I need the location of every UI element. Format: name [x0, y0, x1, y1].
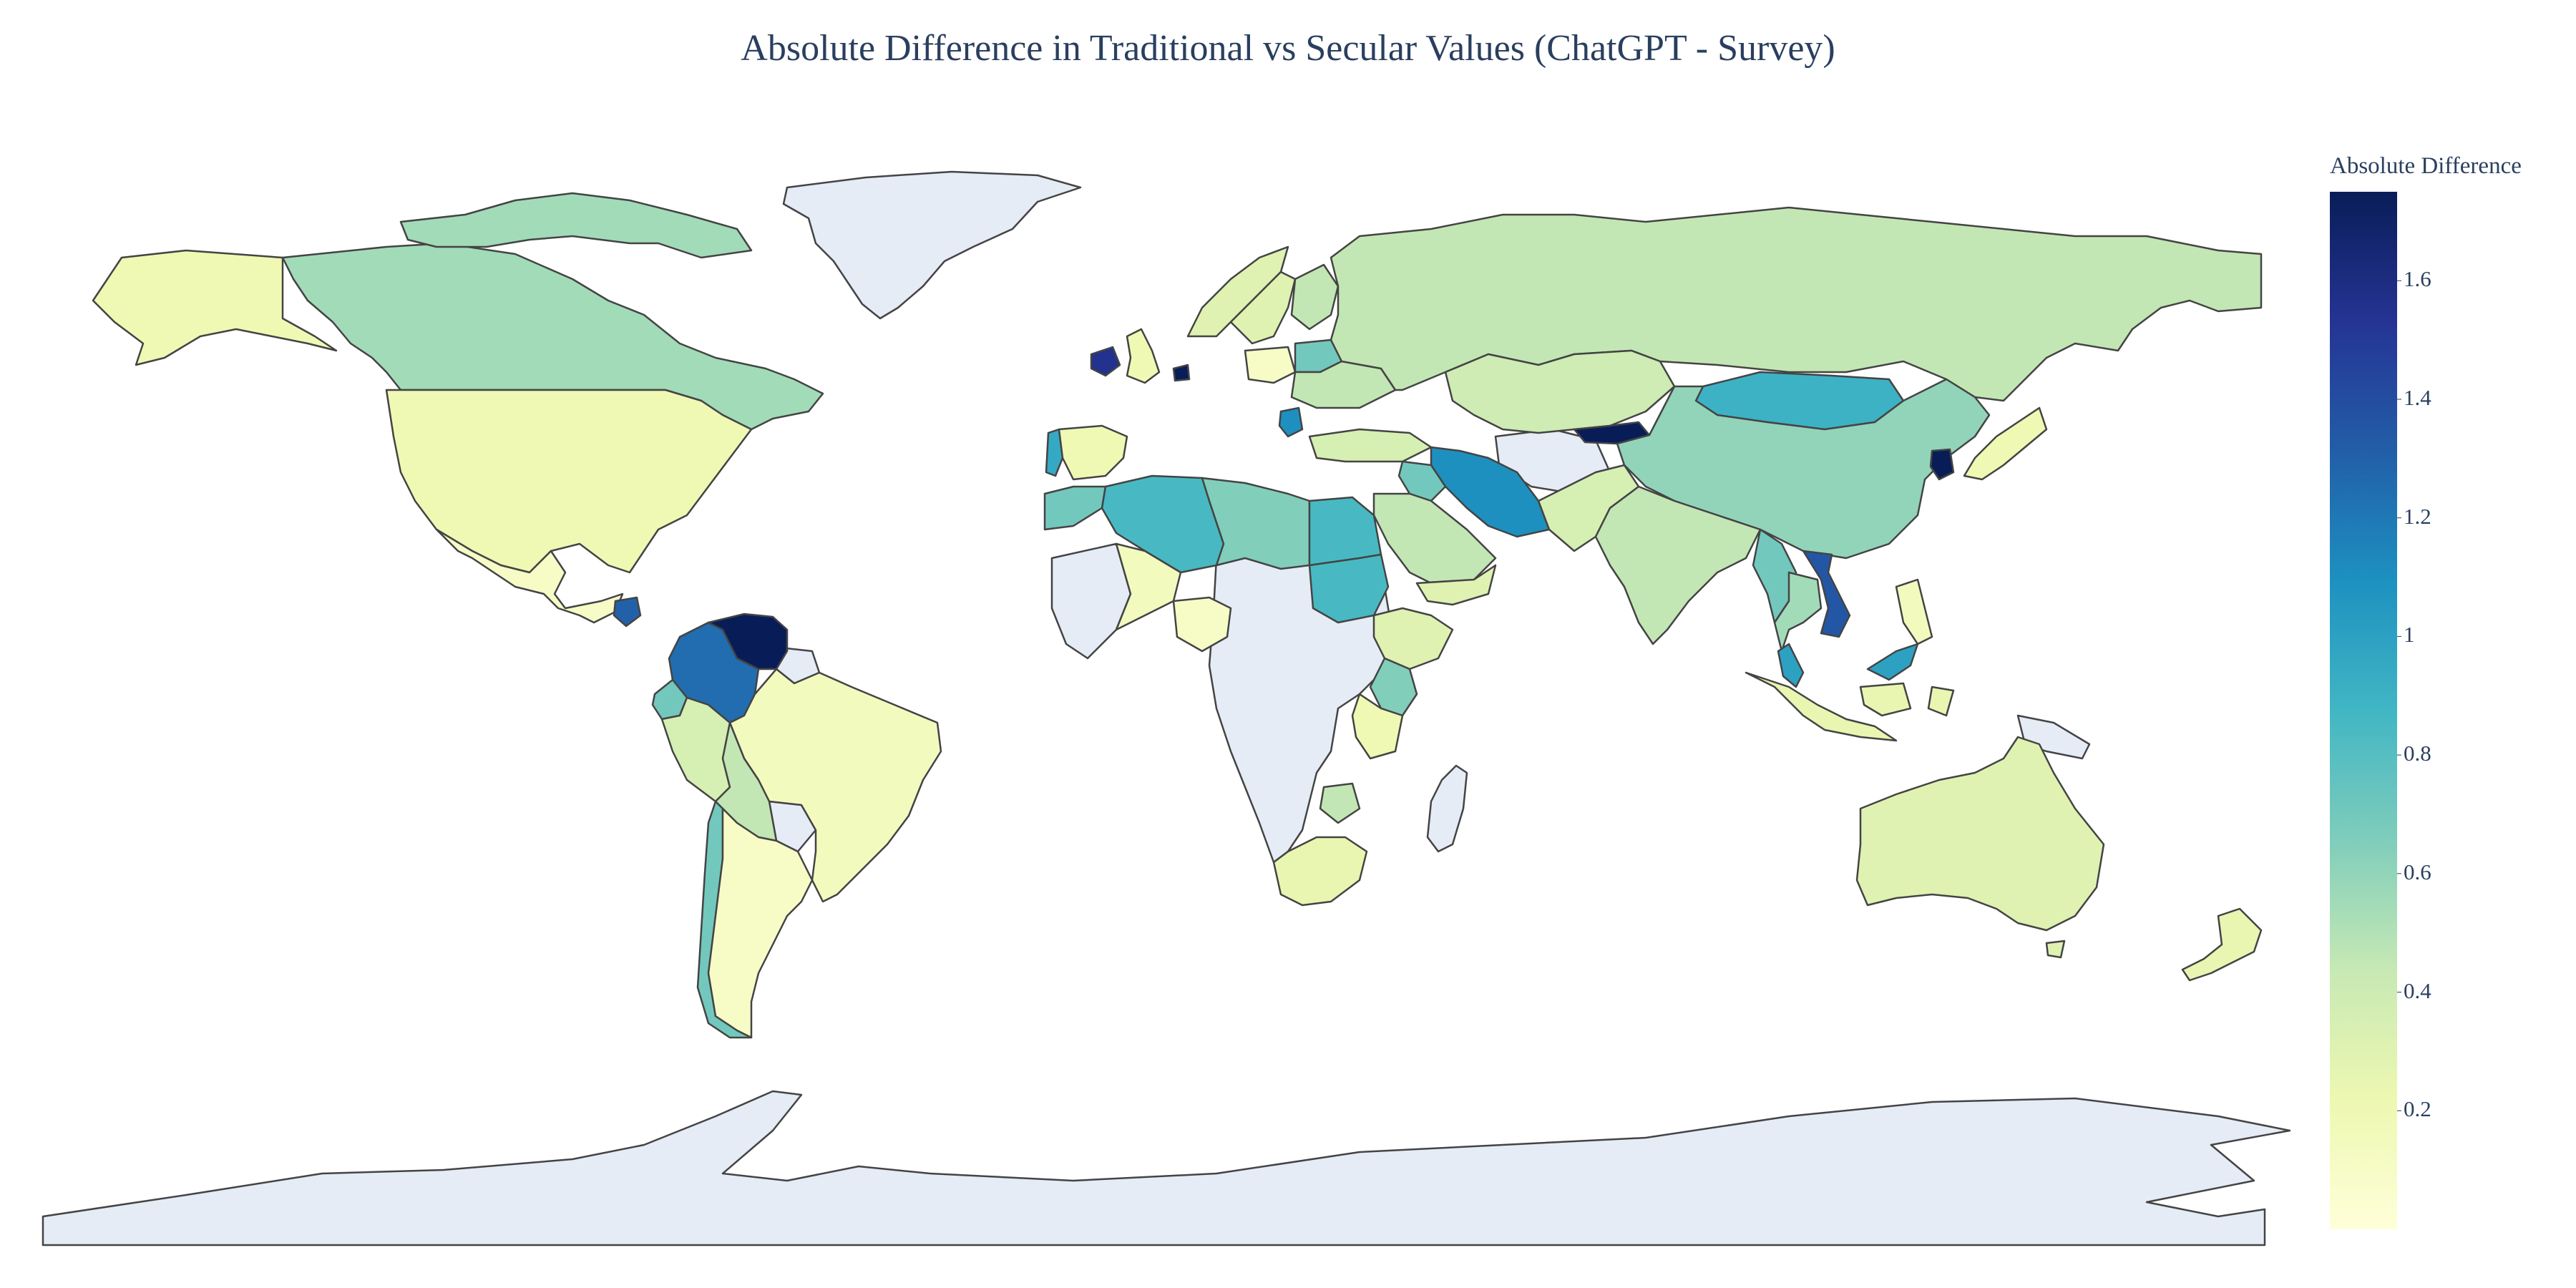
colorbar-tick-marks — [2397, 280, 2401, 1111]
region-serbia[interactable] — [1278, 406, 1304, 438]
region-finland[interactable] — [1290, 263, 1340, 331]
region-venezuela[interactable] — [707, 613, 789, 670]
region-libya[interactable] — [1201, 477, 1311, 570]
region-south-korea[interactable] — [1929, 448, 1955, 481]
region-thailand[interactable] — [1773, 571, 1823, 653]
region-yemen[interactable] — [1415, 564, 1497, 606]
colorbar-tick-label: 0.2 — [2404, 1096, 2431, 1122]
region-kazakhstan[interactable] — [1444, 349, 1676, 434]
region-australia[interactable] — [1855, 736, 2105, 932]
colorbar — [2330, 192, 2401, 1229]
region-philippines[interactable] — [1895, 578, 1933, 645]
region-netherlands[interactable] — [1172, 364, 1191, 382]
region-turkey[interactable] — [1308, 428, 1433, 463]
region-zimbabwe[interactable] — [1319, 782, 1361, 824]
region-malaysia-borneo — [1866, 643, 1919, 681]
region-usa-alaska[interactable] — [92, 249, 338, 366]
colorbar-tick-label: 1.6 — [2404, 266, 2431, 292]
colorbar-tick-label: 1.4 — [2404, 385, 2431, 410]
region-argentina[interactable] — [707, 807, 814, 1039]
colorbar-tick-label: 0.6 — [2404, 859, 2431, 884]
region-portugal[interactable] — [1045, 428, 1064, 477]
region-vietnam[interactable] — [1802, 550, 1851, 638]
region-poland[interactable] — [1244, 346, 1297, 384]
region-south-africa[interactable] — [1272, 836, 1368, 907]
region-india[interactable] — [1594, 485, 1762, 645]
region-tasmania — [2045, 940, 2066, 959]
greenland — [782, 170, 1082, 320]
region-sweden[interactable] — [1229, 270, 1297, 345]
region-norway[interactable] — [1186, 245, 1289, 338]
region-usa[interactable] — [385, 389, 753, 574]
region-malaysia[interactable] — [1777, 643, 1805, 688]
region-pakistan[interactable] — [1537, 464, 1640, 552]
region-nigeria[interactable] — [1172, 596, 1232, 653]
region-japan[interactable] — [1963, 406, 2048, 481]
region-morocco[interactable] — [1043, 485, 1107, 531]
west-africa-no-data — [1050, 542, 1132, 660]
colorbar-tick-label: 1 — [2404, 622, 2415, 648]
colorbar-gradient — [2330, 192, 2397, 1229]
colorbar-tick-label: 0.4 — [2404, 977, 2431, 1003]
region-canada-islands — [399, 192, 753, 259]
colorbar-tick-label: 1.2 — [2404, 503, 2431, 529]
region-egypt[interactable] — [1308, 496, 1382, 567]
madagascar — [1426, 764, 1468, 853]
region-new-zealand[interactable] — [2181, 907, 2263, 982]
countries — [92, 192, 2263, 1039]
region-guatemala[interactable] — [613, 596, 642, 628]
region-tanzania[interactable] — [1351, 693, 1404, 760]
region-spain — [1058, 424, 1128, 481]
antarctica — [42, 1090, 2291, 1246]
region-sudan — [1308, 553, 1390, 624]
region-uk[interactable] — [1126, 328, 1161, 384]
region-mali[interactable] — [1115, 542, 1182, 631]
colorbar-tick-label: 0.8 — [2404, 741, 2431, 766]
colorbar-title: Absolute Difference — [2330, 153, 2522, 179]
region-canada[interactable] — [281, 242, 824, 431]
no-data-land — [42, 170, 2291, 1246]
region-ethiopia[interactable] — [1372, 607, 1454, 670]
region-ireland[interactable] — [1090, 346, 1121, 377]
map-title: Absolute Difference in Traditional vs Se… — [741, 28, 1835, 69]
region-indonesia[interactable] — [1745, 671, 1955, 742]
central-africa-no-data — [1208, 557, 1393, 864]
